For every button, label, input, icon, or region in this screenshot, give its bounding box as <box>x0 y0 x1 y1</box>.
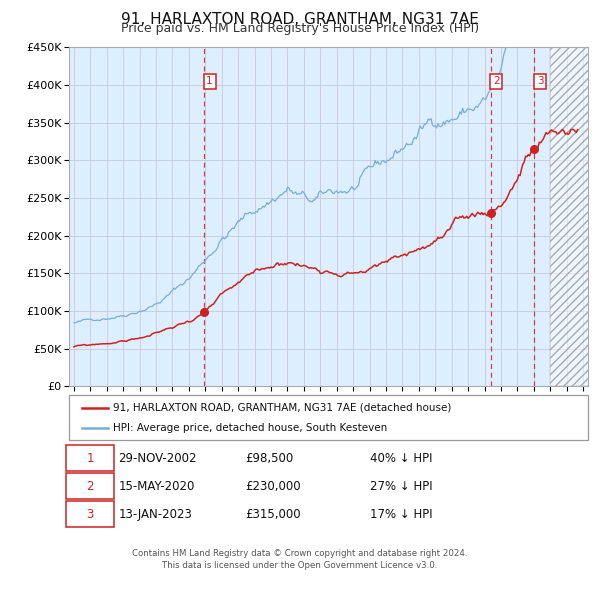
FancyBboxPatch shape <box>67 501 114 527</box>
Bar <box>550 47 600 386</box>
Text: 3: 3 <box>537 76 544 86</box>
Text: Price paid vs. HM Land Registry's House Price Index (HPI): Price paid vs. HM Land Registry's House … <box>121 22 479 35</box>
Text: 2: 2 <box>493 76 500 86</box>
FancyBboxPatch shape <box>67 445 114 471</box>
Text: 17% ↓ HPI: 17% ↓ HPI <box>370 508 433 521</box>
Text: 27% ↓ HPI: 27% ↓ HPI <box>370 480 433 493</box>
Text: 15-MAY-2020: 15-MAY-2020 <box>118 480 194 493</box>
Text: 91, HARLAXTON ROAD, GRANTHAM, NG31 7AE (detached house): 91, HARLAXTON ROAD, GRANTHAM, NG31 7AE (… <box>113 403 451 412</box>
Text: 2: 2 <box>86 480 94 493</box>
Text: HPI: Average price, detached house, South Kesteven: HPI: Average price, detached house, Sout… <box>113 424 388 434</box>
Text: 1: 1 <box>206 76 213 86</box>
Text: 40% ↓ HPI: 40% ↓ HPI <box>370 452 433 465</box>
Text: £315,000: £315,000 <box>245 508 301 521</box>
Text: 3: 3 <box>86 508 94 521</box>
Text: 13-JAN-2023: 13-JAN-2023 <box>118 508 192 521</box>
Bar <box>550 47 600 386</box>
Text: 29-NOV-2002: 29-NOV-2002 <box>118 452 197 465</box>
Text: 91, HARLAXTON ROAD, GRANTHAM, NG31 7AE: 91, HARLAXTON ROAD, GRANTHAM, NG31 7AE <box>121 12 479 27</box>
Text: 1: 1 <box>86 452 94 465</box>
FancyBboxPatch shape <box>67 473 114 499</box>
Text: £98,500: £98,500 <box>245 452 294 465</box>
Text: £230,000: £230,000 <box>245 480 301 493</box>
Text: Contains HM Land Registry data © Crown copyright and database right 2024.
This d: Contains HM Land Registry data © Crown c… <box>132 549 468 570</box>
